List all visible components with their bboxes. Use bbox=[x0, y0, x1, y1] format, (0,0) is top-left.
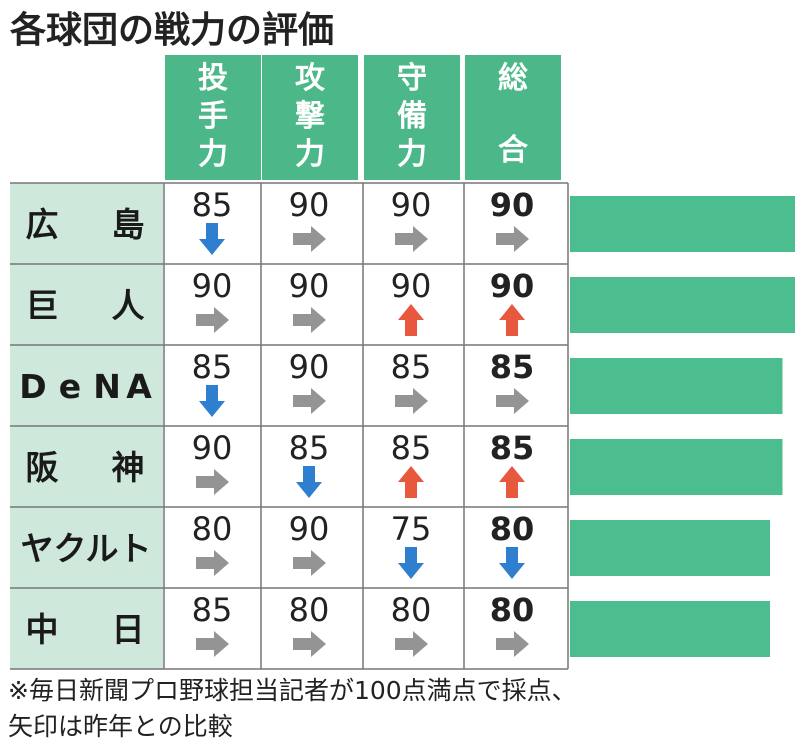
score-value: 85 bbox=[289, 429, 330, 467]
arrow-down-icon bbox=[199, 223, 225, 255]
footnote-line-2: 矢印は昨年との比較 bbox=[8, 712, 233, 741]
column-header-char: 力 bbox=[295, 137, 325, 172]
arrow-up-icon bbox=[398, 466, 424, 498]
arrow-down-icon bbox=[499, 547, 525, 579]
column-header-1: 投手力 bbox=[165, 55, 261, 180]
arrow-down-icon bbox=[398, 547, 424, 579]
score-value: 90 bbox=[192, 267, 233, 305]
column-header-char: 備 bbox=[397, 99, 427, 134]
arrow-up-icon bbox=[398, 304, 424, 336]
team-name: 巨 bbox=[26, 286, 59, 325]
team-name: 中 bbox=[26, 610, 59, 649]
column-header-bg bbox=[465, 55, 561, 180]
arrow-down-icon bbox=[199, 385, 225, 417]
arrow-same-icon bbox=[496, 631, 529, 657]
arrow-up-icon bbox=[499, 466, 525, 498]
table-row: 広 島 85 90 90 90 bbox=[26, 186, 535, 255]
total-bar bbox=[570, 601, 770, 657]
column-header-char: 合 bbox=[498, 133, 528, 168]
footnote-line-1: ※毎日新聞プロ野球担当記者が100点満点で採点、 bbox=[8, 676, 577, 705]
arrow-same-icon bbox=[395, 226, 428, 252]
arrow-same-icon bbox=[196, 307, 229, 333]
score-value: 80 bbox=[192, 510, 233, 548]
total-score: 80 bbox=[490, 591, 535, 629]
arrow-same-icon bbox=[395, 388, 428, 414]
score-value: 80 bbox=[289, 591, 330, 629]
arrow-down-icon bbox=[296, 466, 322, 498]
score-value: 75 bbox=[391, 510, 432, 548]
column-header-4: 総合 bbox=[465, 55, 561, 180]
score-value: 85 bbox=[391, 429, 432, 467]
total-bars bbox=[570, 196, 795, 657]
team-name: 阪 bbox=[26, 448, 59, 487]
total-score: 90 bbox=[490, 186, 535, 224]
team-name: 島 bbox=[112, 205, 145, 244]
arrow-same-icon bbox=[496, 388, 529, 414]
column-header-2: 攻撃力 bbox=[262, 55, 358, 180]
total-score: 85 bbox=[490, 429, 535, 467]
score-value: 90 bbox=[391, 267, 432, 305]
arrow-same-icon bbox=[196, 469, 229, 495]
team-name: 日 bbox=[112, 610, 145, 649]
arrow-same-icon bbox=[293, 226, 326, 252]
column-header-char: 総 bbox=[498, 61, 528, 96]
score-value: 90 bbox=[289, 267, 330, 305]
team-name: e bbox=[59, 367, 81, 406]
arrow-same-icon bbox=[293, 550, 326, 576]
table-row: 阪 神 90 85 85 85 bbox=[26, 429, 535, 498]
team-name: 広 bbox=[26, 205, 59, 244]
team-name: A bbox=[126, 367, 152, 406]
score-value: 90 bbox=[289, 186, 330, 224]
total-score: 90 bbox=[490, 267, 535, 305]
score-value: 90 bbox=[391, 186, 432, 224]
arrow-same-icon bbox=[293, 631, 326, 657]
score-value: 90 bbox=[192, 429, 233, 467]
team-name: 神 bbox=[112, 448, 145, 487]
arrow-up-icon bbox=[499, 304, 525, 336]
score-value: 85 bbox=[192, 591, 233, 629]
total-bar bbox=[570, 358, 783, 414]
team-name: ヤクルト bbox=[20, 529, 151, 568]
score-value: 80 bbox=[391, 591, 432, 629]
score-value: 85 bbox=[192, 348, 233, 386]
team-name: 人 bbox=[112, 286, 145, 325]
total-bar bbox=[570, 277, 795, 333]
total-bar bbox=[570, 439, 783, 495]
score-value: 90 bbox=[289, 348, 330, 386]
score-value: 85 bbox=[192, 186, 233, 224]
column-header-bg bbox=[165, 55, 261, 180]
column-header-char: 攻 bbox=[295, 61, 326, 96]
column-header-bg bbox=[364, 55, 460, 180]
total-bar bbox=[570, 520, 770, 576]
table: 投手力攻撃力守備力総合広島 85 90 90 90巨人 90 90 90 90D e N A 85 90 8… bbox=[10, 55, 569, 670]
table-row: 中 日 85 80 80 80 bbox=[26, 591, 535, 657]
arrow-same-icon bbox=[496, 226, 529, 252]
arrow-same-icon bbox=[293, 307, 326, 333]
arrow-same-icon bbox=[196, 550, 229, 576]
total-score: 80 bbox=[490, 510, 535, 548]
arrow-same-icon bbox=[395, 631, 428, 657]
column-header-char: 守 bbox=[397, 61, 427, 96]
team-name: D bbox=[19, 367, 46, 406]
table-row: 巨 人 90 90 90 90 bbox=[26, 267, 535, 336]
chart-title: 各球団の戦力の評価 bbox=[10, 10, 334, 51]
total-score: 85 bbox=[490, 348, 535, 386]
column-header-char: 投 bbox=[198, 61, 228, 96]
column-header-char: 撃 bbox=[295, 99, 325, 134]
column-header-char: 力 bbox=[397, 137, 427, 172]
arrow-same-icon bbox=[293, 388, 326, 414]
column-header-char: 力 bbox=[198, 137, 228, 172]
score-value: 90 bbox=[289, 510, 330, 548]
column-header-3: 守備力 bbox=[364, 55, 460, 180]
table-row: ヤクルト 80 90 75 80 bbox=[20, 510, 534, 579]
team-name: N bbox=[93, 367, 121, 406]
total-bar bbox=[570, 196, 795, 252]
score-value: 85 bbox=[391, 348, 432, 386]
arrow-same-icon bbox=[196, 631, 229, 657]
column-header-char: 手 bbox=[198, 99, 228, 134]
column-header-bg bbox=[262, 55, 358, 180]
